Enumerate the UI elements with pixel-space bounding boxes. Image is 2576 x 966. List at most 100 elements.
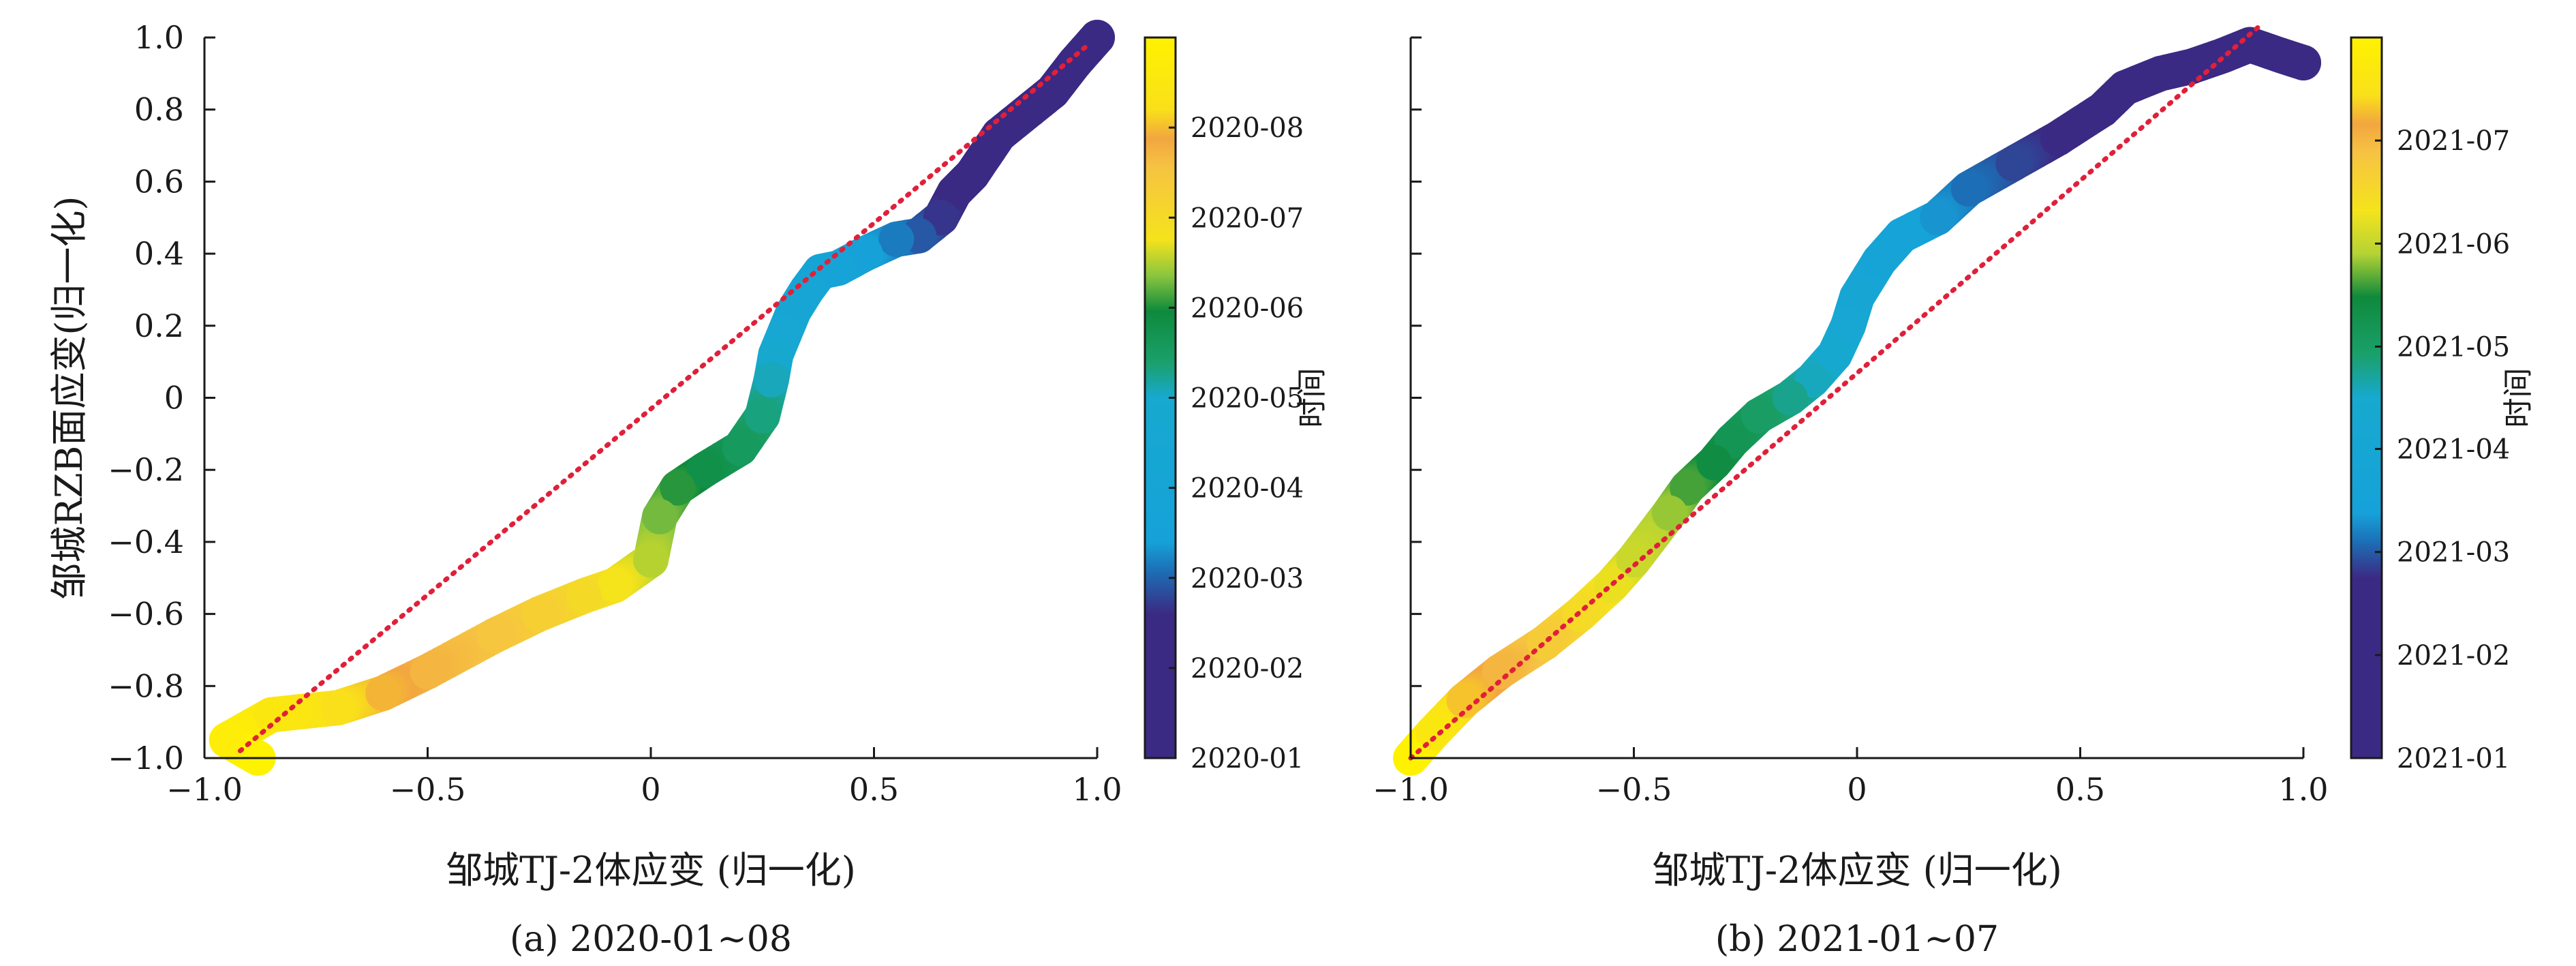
x-tick-label: 0: [1847, 771, 1867, 808]
x-tick-label: −0.5: [390, 771, 466, 808]
x-tick-label: 0.5: [849, 771, 899, 808]
scatter-point: [1950, 171, 1987, 207]
scatter-point: [1696, 444, 1732, 481]
reference-line-b: [1408, 24, 2261, 761]
scatter-point: [1830, 307, 1866, 344]
scatter-point: [633, 542, 669, 578]
y-tick-label: −0.2: [108, 451, 184, 488]
y-tick-label: −0.6: [108, 596, 184, 633]
scatter-point: [597, 567, 633, 603]
colorbar-tick-label: 2020-04: [1191, 473, 1304, 504]
y-tick-label: −0.4: [108, 524, 184, 560]
y-tick-label: 0.6: [134, 163, 184, 200]
colorbar-tick-label: 2021-03: [2397, 537, 2510, 569]
scatter-point: [1884, 217, 1920, 254]
scatter-point: [847, 236, 883, 272]
colorbar-tick-label: 2021-01: [2397, 743, 2510, 774]
y-tick-label: 0.8: [134, 91, 184, 128]
scatter-point: [1057, 45, 1093, 80]
y-axis-label-a: 邹城RZB面应变(归一化): [48, 196, 91, 600]
axes-a: [203, 37, 1097, 759]
colorbar-tick-label: 2021-06: [2397, 228, 2510, 260]
scatter-point: [686, 452, 722, 488]
x-tick-label: 1.0: [1072, 771, 1122, 808]
scatter-point: [642, 498, 678, 534]
scatter-point: [2263, 37, 2299, 74]
scatter-point: [2232, 27, 2268, 63]
y-tick-label: 1.0: [134, 19, 184, 56]
scatter-point: [1817, 337, 1853, 373]
scatter-point: [753, 362, 789, 398]
scatter-point: [521, 596, 557, 632]
scatter-point: [2205, 37, 2241, 74]
scatter-point: [1415, 715, 1451, 751]
scatter-point: [2143, 55, 2179, 91]
scatter-point: [722, 430, 758, 466]
x-tick-label: 0: [641, 771, 660, 808]
colorbar-tick-label: 2020-08: [1191, 112, 1304, 144]
scatter-point: [1919, 200, 1955, 236]
scatter-point: [566, 578, 602, 614]
scatter-cloud-b: [1394, 27, 2321, 774]
x-tick-label: −0.5: [1596, 771, 1672, 808]
scatter-points-a: [209, 20, 1115, 776]
y-tick-label: 0: [164, 380, 184, 417]
colorbar-tick-label: 2020-02: [1191, 653, 1304, 684]
scatter-point: [878, 222, 915, 257]
x-ticks-a: −1.0 −0.5 0 0.5 1.0: [166, 747, 1122, 808]
x-axis-label-b: 邹城TJ-2体应变 (归一化): [1652, 849, 2062, 892]
colorbar-b: 2021-01 2021-02 2021-03 2021-04 2021-05 2021-…: [2350, 36, 2510, 774]
colorbar-label-a: 时间: [1295, 368, 1330, 428]
scatter-point: [2107, 70, 2143, 106]
y-tick-label: −0.8: [108, 667, 184, 704]
x-tick-label: 1.0: [2278, 771, 2328, 808]
scatter-point: [365, 675, 401, 711]
caption-a: (a) 2020-01~08: [510, 919, 792, 960]
colorbar-tick-label: 2021-05: [2397, 331, 2510, 363]
colorbar-tick-label: 2021-04: [2397, 434, 2510, 466]
scatter-point: [2085, 91, 2121, 127]
colorbar-tick-label: 2020-03: [1191, 563, 1304, 594]
scatter-point: [320, 690, 356, 725]
y-ticks-b: [1411, 36, 1422, 759]
scatter-point: [1995, 146, 2031, 181]
y-tick-label: 0.4: [134, 235, 184, 272]
scatter-point: [1741, 397, 1777, 434]
colorbar-tick-label: 2020-05: [1191, 383, 1304, 414]
colorbar-tick-label: 2021-07: [2397, 125, 2510, 157]
scatter-point: [660, 470, 696, 506]
x-ticks-b: −1.0 −0.5 0 0.5 1.0: [1373, 747, 2329, 808]
scatter-point: [1670, 470, 1706, 506]
colorbar-tick-label: 2020-06: [1191, 292, 1304, 324]
scatter-point: [2040, 121, 2076, 156]
scatter-point: [476, 618, 512, 654]
colorbar-tick-label: 2020-07: [1191, 202, 1304, 234]
scatter-point: [1772, 380, 1808, 416]
y-tick-label: −1.0: [108, 740, 184, 776]
caption-b: (b) 2021-01~07: [1715, 919, 1999, 960]
colorbar-gradient: [2350, 36, 2383, 759]
scatter-point: [2174, 48, 2210, 85]
scatter-point: [410, 654, 446, 690]
scatter-point: [744, 397, 780, 434]
scatter-point: [1861, 243, 1897, 279]
scatter-point: [1482, 654, 1518, 690]
x-tick-label: −1.0: [1373, 771, 1449, 808]
scatter-point: [1446, 682, 1482, 719]
x-tick-label: 0.5: [2055, 771, 2105, 808]
colorbar-tick-label: 2021-02: [2397, 640, 2510, 671]
chart-panel-b: −1.0 −0.5 0 0.5 1.0 邹城TJ-2体应变 (归一化) (b) 2021…: [1373, 24, 2536, 960]
scatter-point: [1839, 279, 1875, 315]
y-tick-label: 0.2: [134, 307, 184, 344]
scatter-point: [209, 722, 245, 758]
scatter-point: [1616, 542, 1652, 578]
y-ticks-a: −1.0 −0.8 −0.6 −0.4 −0.2 0 0.2 0.4 0.6 0.8 1.0: [108, 19, 215, 776]
x-axis-label-a: 邹城TJ-2体应变 (归一化): [446, 849, 856, 892]
scatter-point: [981, 117, 1017, 153]
scatter-point: [1651, 495, 1687, 531]
scatter-point: [254, 697, 290, 733]
scatter-point: [1012, 91, 1048, 127]
chart-panel-a: −1.0 −0.5 0 0.5 1.0 −1.0 −0.8 −0.6 −0.4 −0.2 0 0.2…: [48, 19, 1330, 960]
colorbar-label-b: 时间: [2501, 368, 2536, 428]
